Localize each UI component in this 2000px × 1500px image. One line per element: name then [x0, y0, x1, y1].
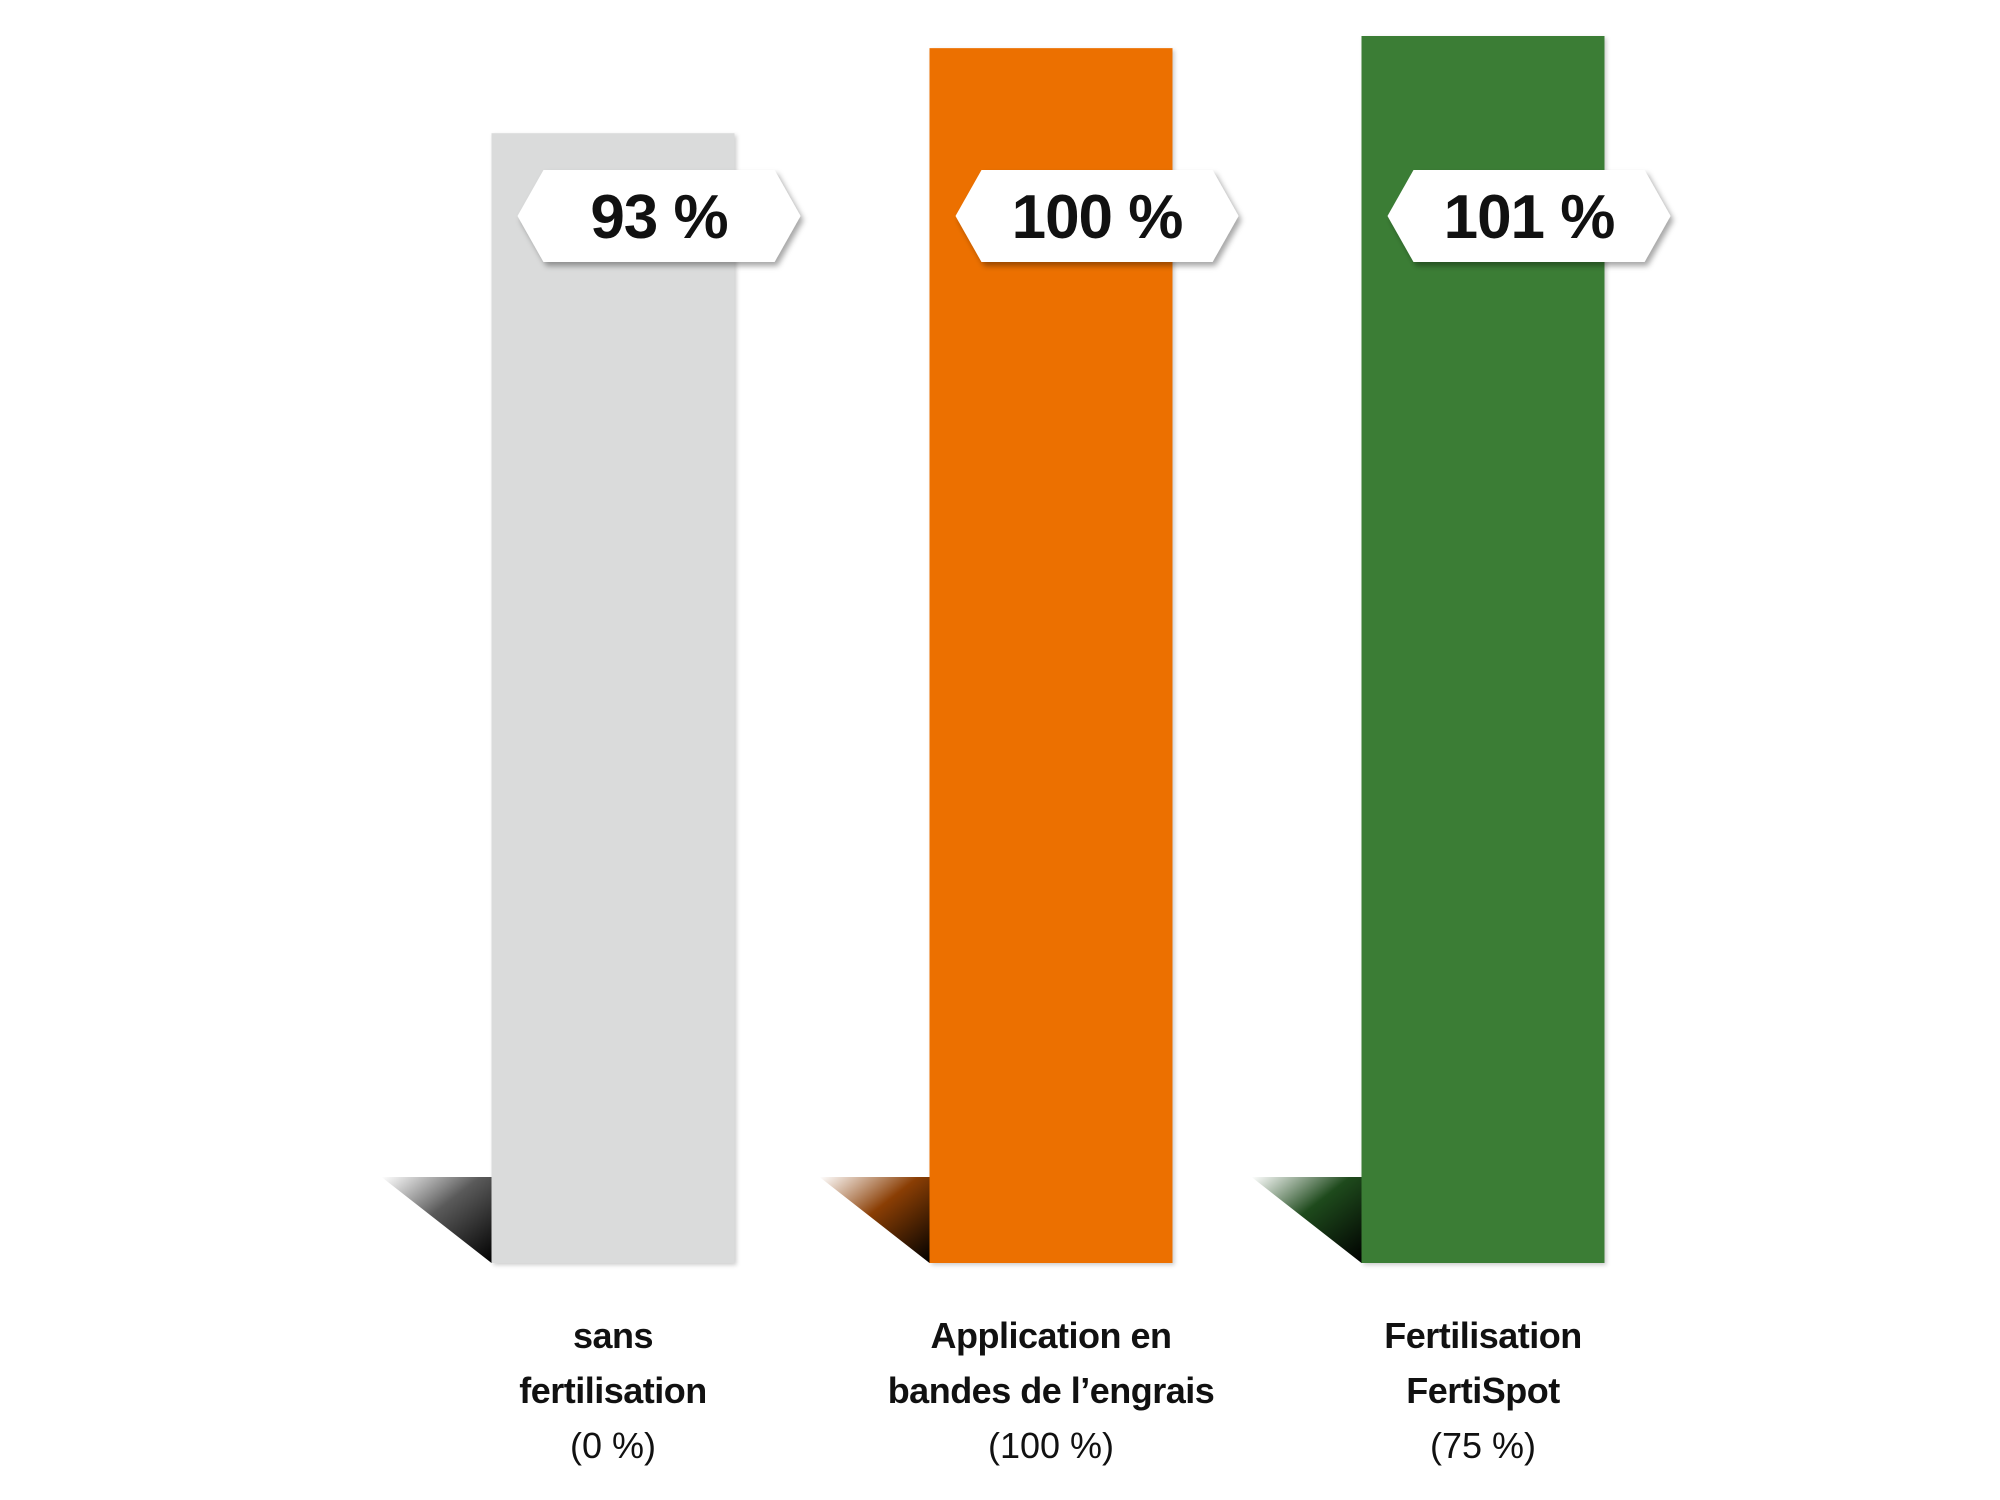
category-label-line: sans	[572, 1315, 654, 1356]
category-label-line: Fertilisation	[1384, 1315, 1582, 1356]
bar	[491, 133, 735, 1264]
category-label-line: FertiSpot	[1406, 1370, 1560, 1411]
category-label-share: (0 %)	[569, 1425, 656, 1466]
value-tag	[517, 170, 801, 262]
category-label-line: fertilisation	[519, 1370, 707, 1411]
category-label-line: bandes de l’engrais	[887, 1370, 1215, 1411]
bar-fold-shadow	[1251, 1177, 1362, 1263]
value-label: 93 %	[590, 183, 727, 252]
category-label-share: (75 %)	[1429, 1425, 1537, 1466]
category-label: Application en bandes de l’engrais (100 %)	[861, 1308, 1241, 1473]
category-label-share: (100 %)	[987, 1425, 1115, 1466]
value-tag	[955, 170, 1239, 262]
category-label: Fertilisation FertiSpot (75 %)	[1293, 1308, 1673, 1473]
value-tag	[1387, 170, 1671, 262]
category-label: sans fertilisation (0 %)	[423, 1308, 803, 1473]
bar-fold-shadow	[381, 1177, 492, 1263]
category-label-line: Application en	[930, 1315, 1172, 1356]
value-label: 100 %	[1012, 183, 1183, 252]
value-label: 101 %	[1444, 183, 1615, 252]
bar-fold-shadow	[819, 1177, 930, 1263]
